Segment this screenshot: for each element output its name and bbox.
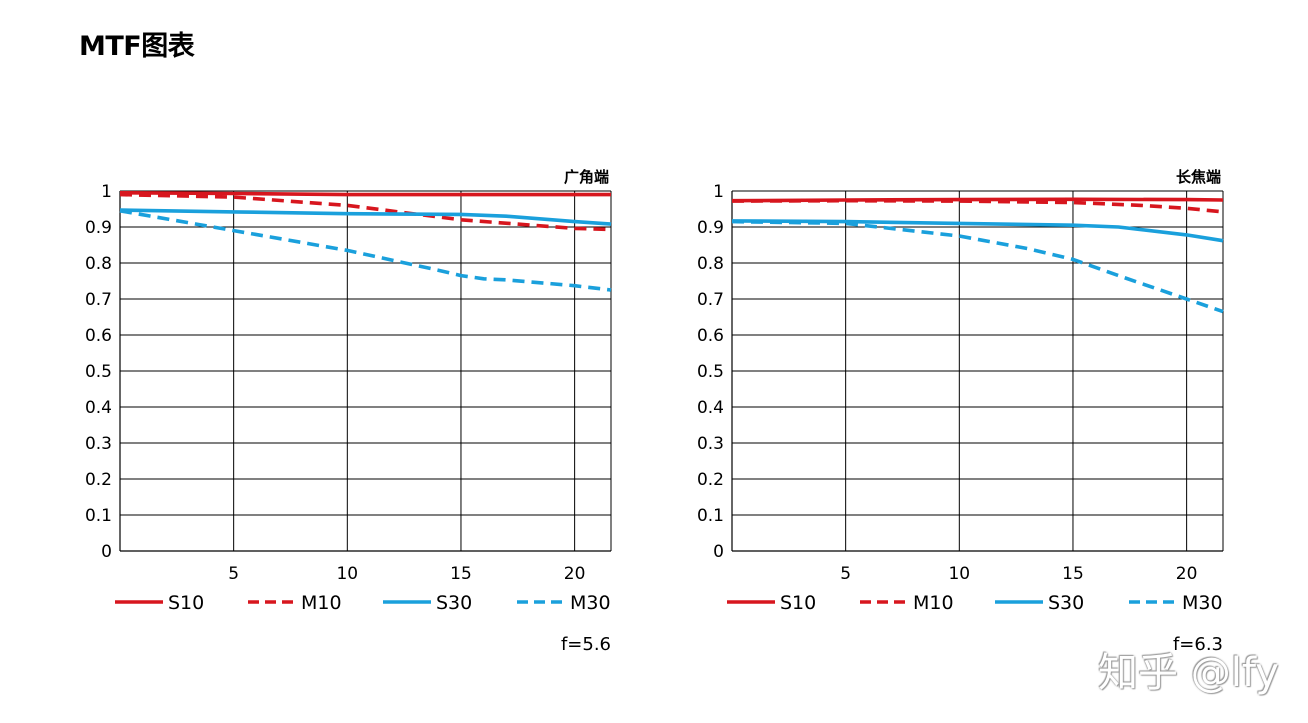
watermark: 知乎 @lfy xyxy=(1098,650,1279,696)
x-tick-label: 20 xyxy=(564,564,586,584)
footnote: f=5.6 xyxy=(561,634,611,655)
x-tick-label: 10 xyxy=(336,564,358,584)
x-tick-label: 15 xyxy=(450,564,472,584)
y-tick-label: 0.2 xyxy=(697,470,724,490)
chart-1: 00.10.20.30.40.50.60.70.80.915 10 15 20广角端S… xyxy=(85,168,612,655)
page-title: MTF图表 xyxy=(79,31,195,62)
legend-label-s30: S30 xyxy=(1048,592,1084,614)
y-tick-label: 0.3 xyxy=(85,434,112,454)
y-tick-label: 0.1 xyxy=(697,506,724,526)
y-tick-label: 0.2 xyxy=(85,470,112,490)
legend-label-m10: M10 xyxy=(913,592,954,614)
series-s10-line xyxy=(731,197,1224,203)
series-m30-line xyxy=(731,219,1224,314)
y-tick-label: 0.7 xyxy=(85,290,112,310)
legend-label-m10: M10 xyxy=(301,592,342,614)
y-tick-label: 0.9 xyxy=(697,218,724,238)
y-tick-label: 0.8 xyxy=(697,254,724,274)
y-tick-label: 1 xyxy=(713,182,724,202)
y-tick-label: 1 xyxy=(101,182,112,202)
chart-2: 00.10.20.30.40.50.60.70.80.915 10 15 20长焦端S… xyxy=(697,168,1224,655)
y-tick-label: 0 xyxy=(713,542,724,562)
legend-label-m30: M30 xyxy=(1182,592,1223,614)
chart-title: 长焦端 xyxy=(1176,168,1221,186)
chart-title: 广角端 xyxy=(564,168,609,186)
legend-label-s30: S30 xyxy=(436,592,472,614)
y-tick-label: 0.5 xyxy=(697,362,724,382)
series-s30-line xyxy=(731,219,1224,243)
series-m10-line xyxy=(731,198,1224,214)
y-tick-label: 0.8 xyxy=(85,254,112,274)
x-tick-label: 5 xyxy=(228,564,239,584)
legend-label-s10: S10 xyxy=(168,592,204,614)
series-s10-line xyxy=(119,191,611,197)
legend-label-s10: S10 xyxy=(780,592,816,614)
y-tick-label: 0.7 xyxy=(697,290,724,310)
y-tick-label: 0.1 xyxy=(85,506,112,526)
legend-label-m30: M30 xyxy=(570,592,611,614)
y-tick-label: 0.4 xyxy=(85,398,112,418)
series-s30-line xyxy=(119,208,612,226)
x-tick-label: 20 xyxy=(1176,564,1198,584)
y-tick-label: 0.6 xyxy=(697,326,724,346)
y-tick-label: 0.9 xyxy=(85,218,112,238)
y-tick-label: 0 xyxy=(101,542,112,562)
x-tick-label: 15 xyxy=(1062,564,1084,584)
y-tick-label: 0.3 xyxy=(697,434,724,454)
y-tick-label: 0.4 xyxy=(697,398,724,418)
series-m10-line xyxy=(119,192,612,232)
x-tick-label: 10 xyxy=(948,564,970,584)
x-tick-label: 5 xyxy=(840,564,851,584)
y-tick-label: 0.5 xyxy=(85,362,112,382)
y-tick-label: 0.6 xyxy=(85,326,112,346)
series-m30-line xyxy=(119,209,612,292)
footnote: f=6.3 xyxy=(1173,634,1223,655)
